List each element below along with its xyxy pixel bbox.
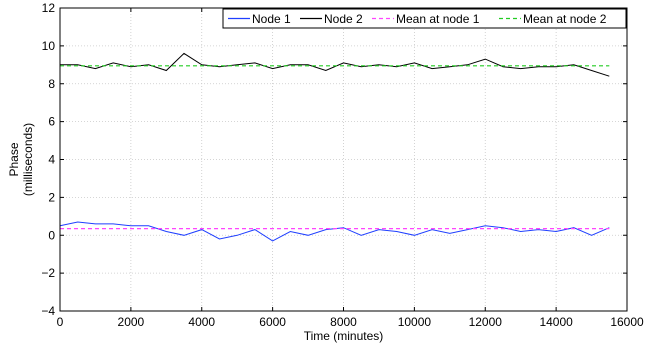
x-tick-label: 12000 — [469, 315, 503, 329]
y-tick-label: 12 — [42, 1, 56, 15]
x-tick-label: 6000 — [259, 315, 286, 329]
y-tick-label: 10 — [42, 39, 56, 53]
y-tick-label: 8 — [48, 77, 55, 91]
y-tick-label: 4 — [48, 153, 55, 167]
x-tick-label: 16000 — [610, 315, 644, 329]
y-axis-label-line-2: (milliseconds) — [21, 123, 35, 196]
y-tick-label: 2 — [48, 190, 55, 204]
x-tick-label: 0 — [57, 315, 64, 329]
y-tick-label: 6 — [48, 115, 55, 129]
x-tick-label: 2000 — [118, 315, 145, 329]
y-tick-label: −4 — [41, 304, 55, 318]
legend-label-mean-node-2: Mean at node 2 — [523, 12, 607, 26]
x-tick-label: 14000 — [539, 315, 573, 329]
legend-box — [222, 8, 627, 29]
legend-label-mean-node-1: Mean at node 1 — [396, 12, 480, 26]
x-tick-label: 10000 — [398, 315, 432, 329]
y-tick-label: 0 — [48, 228, 55, 242]
x-tick-label: 8000 — [330, 315, 357, 329]
ticks: 0 2000 4000 6000 8000 10000 12000 14000 16000 −4 −… — [41, 1, 644, 329]
legend-label-node-1: Node 1 — [252, 12, 291, 26]
series-layer — [59, 52, 610, 242]
grid — [60, 8, 627, 311]
y-tick-label: −2 — [41, 266, 55, 280]
x-axis-label: Time (minutes) — [304, 329, 384, 343]
y-axis-label-line-1: Phase — [7, 142, 21, 176]
x-tick-label: 4000 — [188, 315, 215, 329]
legend-label-node-2: Node 2 — [324, 12, 363, 26]
legend: Node 1 Node 2 Mean at node 1 Mean at nod… — [222, 8, 627, 29]
